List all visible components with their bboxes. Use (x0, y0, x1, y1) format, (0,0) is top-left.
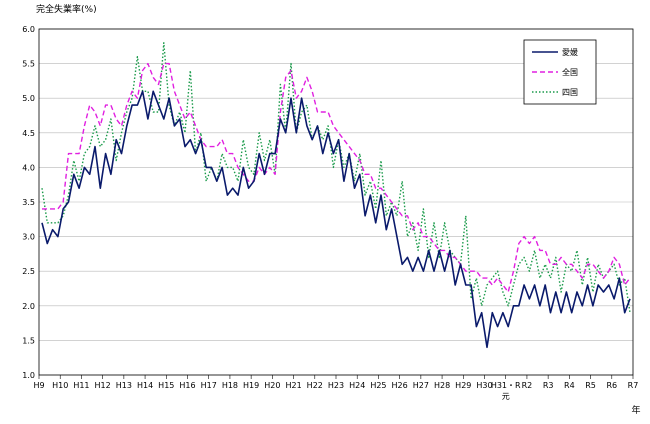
x-tick-label: H15 (158, 381, 174, 390)
x-tick-label: H24 (349, 381, 365, 390)
x-tick-label: R5 (585, 381, 596, 390)
x-tick-label: H21 (285, 381, 301, 390)
y-axis-ticks: 1.0 1.5 2.0 2.5 3.0 3.5 4.0 4.5 5.0 5.5 6.0 (22, 25, 35, 380)
x-tick-label: H22 (307, 381, 323, 390)
x-tick-label: H14 (137, 381, 153, 390)
y-tick-label: 6.0 (22, 25, 35, 34)
legend-label: 愛媛 (562, 47, 578, 57)
x-tick-label: H11 (73, 381, 89, 390)
x-tick-label: H31・R (491, 381, 521, 390)
series-line-四国 (41, 42, 631, 313)
x-tick-label: H12 (95, 381, 111, 390)
y-tick-label: 2.5 (22, 267, 35, 276)
x-tick-label: H26 (392, 381, 408, 390)
x-tick-label: H9 (33, 381, 44, 390)
x-tick-label: R3 (543, 381, 554, 390)
y-tick-label: 2.0 (22, 302, 35, 311)
y-tick-label: 5.5 (22, 60, 35, 69)
x-tick-label: R7 (628, 381, 639, 390)
y-tick-label: 3.0 (22, 233, 35, 242)
x-tick-label: H13 (116, 381, 132, 390)
x-tick-label: H10 (52, 381, 68, 390)
x-tick-label: H25 (370, 381, 386, 390)
series-line-全国 (42, 62, 631, 293)
plot-frame (38, 28, 634, 376)
y-tick-label: 4.0 (22, 163, 35, 172)
x-tick-label: R2 (522, 381, 533, 390)
x-tick-label-line2: 元 (502, 392, 510, 401)
x-tick-label: H19 (243, 381, 259, 390)
y-tick-label: 4.5 (22, 129, 35, 138)
legend-label: 全国 (562, 67, 578, 77)
y-axis-label: 完全失業率(%) (36, 3, 97, 15)
series-lines (41, 42, 631, 349)
x-tick-label: H16 (179, 381, 195, 390)
x-tick-label: R6 (606, 381, 617, 390)
x-tick-label: H30 (476, 381, 492, 390)
x-tick-label: H18 (222, 381, 238, 390)
x-tick-label: H29 (455, 381, 471, 390)
y-tick-label: 5.0 (22, 94, 35, 103)
x-axis-ticks: H9 H10 H11 H12 H13 H14 H15 H16 H17 H18 H19 H20 H21 H2… (33, 375, 638, 401)
x-tick-label: H17 (201, 381, 217, 390)
y-tick-label: 1.5 (22, 336, 35, 345)
y-tick-label: 3.5 (22, 198, 35, 207)
x-axis-label: 年 (631, 404, 640, 416)
series-line-愛媛 (41, 90, 631, 349)
x-tick-label: R4 (564, 381, 575, 390)
x-tick-label: H20 (264, 381, 280, 390)
legend-label: 四国 (562, 88, 578, 97)
x-tick-label: H27 (413, 381, 429, 390)
x-tick-label: H28 (434, 381, 450, 390)
y-tick-label: 1.0 (22, 371, 35, 380)
x-tick-label: H23 (328, 381, 344, 390)
